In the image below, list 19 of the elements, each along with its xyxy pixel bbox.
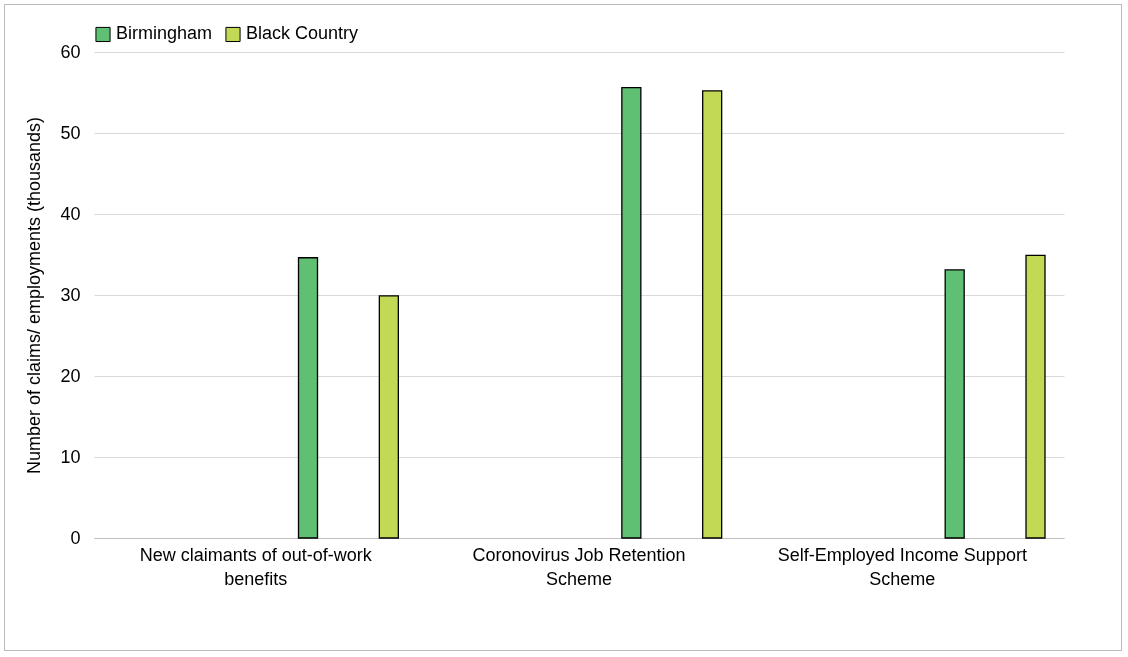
y-axis-title: Number of claims/ employments (thousands) — [24, 116, 45, 475]
y-tick-label: 10 — [60, 446, 81, 467]
bar — [702, 90, 723, 539]
legend-label: Birmingham — [116, 23, 213, 44]
bar — [944, 269, 965, 539]
y-tick-label: 0 — [70, 527, 81, 548]
x-tick-label: Self-Employed Income Support Scheme — [777, 544, 1027, 589]
y-tick-label: 20 — [60, 365, 81, 386]
y-tick-label: 40 — [60, 203, 81, 224]
bar — [378, 295, 399, 539]
y-tick-label: 60 — [60, 41, 81, 62]
bar — [1025, 254, 1046, 539]
y-tick-label: 50 — [60, 122, 81, 143]
legend-label: Black Country — [246, 23, 359, 44]
bar — [297, 257, 319, 539]
bar — [621, 86, 642, 539]
y-tick-label: 30 — [60, 284, 81, 305]
x-tick-label: Coronovirus Job Retention Scheme — [472, 544, 686, 589]
x-tick-label: New claimants of out-of-work benefits — [139, 544, 373, 589]
